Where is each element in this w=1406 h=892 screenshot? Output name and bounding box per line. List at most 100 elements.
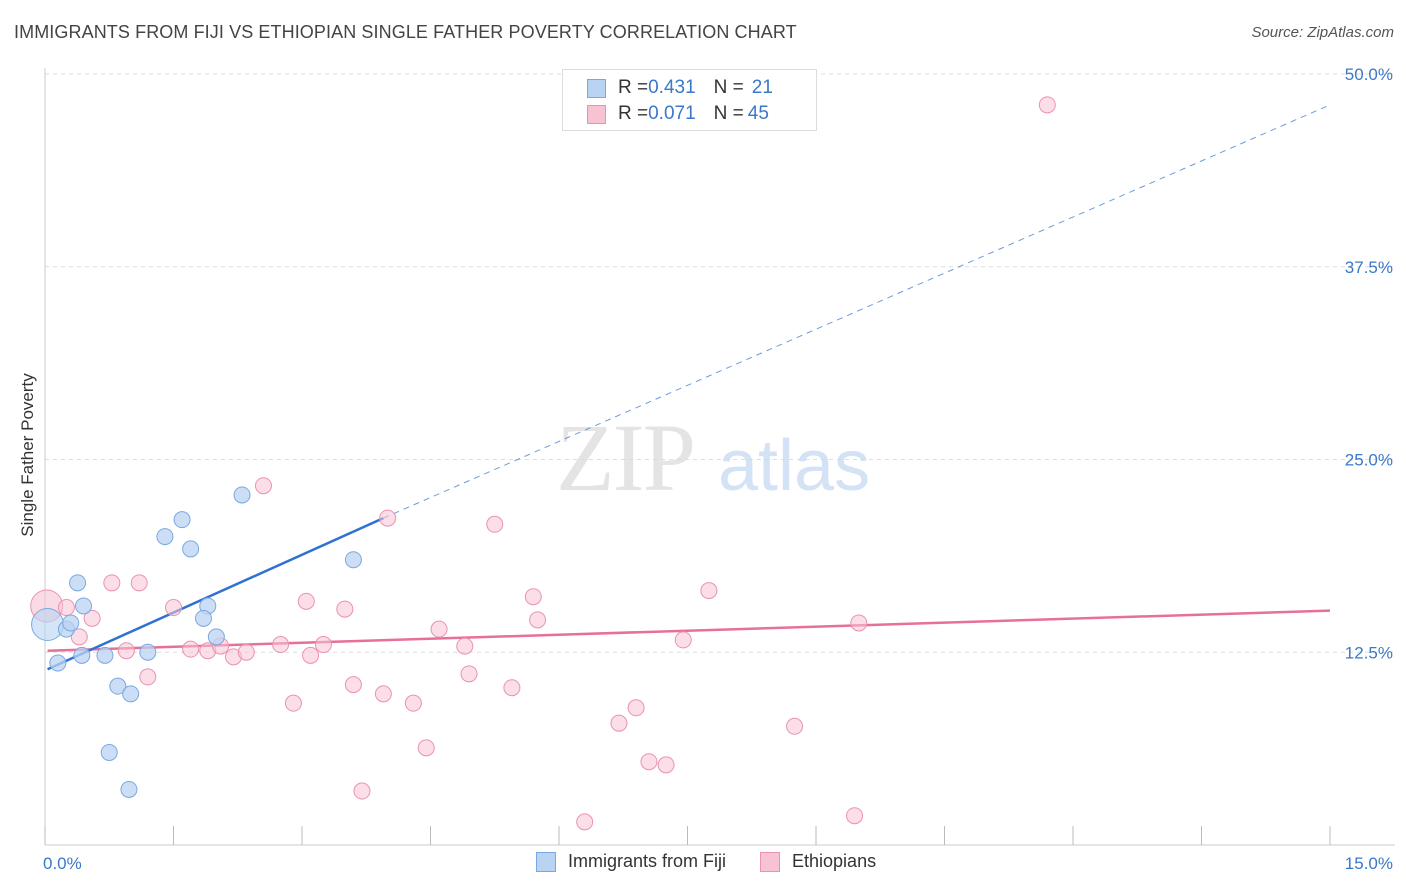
ethiopians-point: [374, 685, 392, 703]
fiji-point: [109, 677, 127, 695]
ethiopians-point: [336, 600, 354, 618]
ethiopians-point: [576, 813, 594, 831]
series-legend: Immigrants from Fiji Ethiopians: [536, 851, 910, 872]
watermark-zip: ZIP: [556, 404, 694, 511]
ethiopians-point: [700, 582, 718, 600]
fiji-point: [194, 609, 212, 627]
ethiopians-point: [460, 665, 478, 683]
ethiopians-point: [529, 611, 547, 629]
ethiopians-point: [486, 515, 504, 533]
y-tick-label: 12.5%: [1345, 643, 1393, 662]
ethiopians-point: [503, 679, 521, 697]
x-tick-label: 0.0%: [43, 854, 82, 873]
ethiopians-point: [524, 588, 542, 606]
n-value: 21: [751, 77, 773, 98]
ethiopians-point: [417, 739, 435, 757]
ethiopians-point: [297, 592, 315, 610]
ethiopians-point: [404, 694, 422, 712]
fiji-point: [233, 486, 251, 504]
legend-row-ethiopians: R = 0.071 N = 45: [587, 101, 769, 127]
fiji-point: [182, 540, 200, 558]
ethiopians-point: [640, 753, 658, 771]
source-label: Source: ZipAtlas.com: [1251, 24, 1394, 41]
fiji-trend-line: [47, 516, 384, 671]
y-tick-label: 37.5%: [1345, 258, 1393, 277]
tick-labels: 12.5% 25.0% 37.5% 50.0% 0.0% 15.0%: [43, 65, 1393, 873]
ethiopians-point: [846, 807, 864, 825]
ethiopians-point: [430, 620, 448, 638]
ethiopians-point: [850, 614, 868, 632]
ethiopians-point: [57, 599, 75, 617]
ethiopians-point: [657, 756, 675, 774]
fiji-point: [344, 551, 362, 569]
ethiopians-point: [344, 676, 362, 694]
ethiopians-point: [83, 609, 101, 627]
r-label: R =: [618, 77, 649, 98]
ethiopians-point: [456, 637, 474, 655]
legend-row-fiji: R = 0.431 N = 21: [587, 75, 773, 101]
ethiopians-point: [117, 642, 135, 660]
ethiopians-swatch: [760, 851, 781, 872]
n-label: N =: [713, 77, 744, 98]
ethiopians-point: [786, 717, 804, 735]
ethiopians-point: [353, 782, 371, 800]
legend-item-fiji[interactable]: Immigrants from Fiji: [536, 851, 726, 872]
y-axis-title: Single Father Poverty: [18, 373, 37, 537]
fiji-swatch: [587, 78, 606, 98]
legend-label: Ethiopians: [792, 851, 877, 871]
fiji-point: [100, 743, 118, 761]
legend-label: Immigrants from Fiji: [568, 851, 727, 871]
ethiopians-point: [610, 714, 628, 732]
grid-lines: [45, 73, 1395, 653]
ethiopians-point: [284, 694, 302, 712]
fiji-point: [31, 607, 65, 641]
ethiopians-point: [139, 668, 157, 686]
fiji-point: [173, 511, 191, 529]
fiji-point: [207, 628, 225, 646]
r-value: 0.431: [648, 77, 696, 98]
fiji-point: [139, 643, 157, 661]
fiji-point: [120, 780, 138, 798]
fiji-point: [122, 685, 140, 703]
fiji-point: [73, 646, 91, 664]
legend-item-ethiopians[interactable]: Ethiopians: [760, 851, 876, 872]
fiji-point: [96, 646, 114, 664]
fiji-point: [62, 614, 80, 632]
fiji-point: [75, 597, 93, 615]
r-value: 0.071: [648, 103, 696, 124]
ethiopians-point: [674, 631, 692, 649]
ethiopians-point: [237, 643, 255, 661]
ethiopians-point: [182, 640, 200, 658]
ethiopians-point: [165, 599, 182, 617]
ethiopians-swatch: [587, 104, 606, 124]
watermark-atlas: atlas: [718, 426, 870, 506]
trend-lines: [47, 104, 1331, 671]
correlation-legend: R = 0.431 N = 21 R = 0.071 N = 45: [562, 69, 817, 131]
y-tick-label: 50.0%: [1345, 65, 1393, 84]
fiji-trend-extension: [383, 104, 1331, 519]
n-value: 45: [747, 103, 769, 124]
ethiopians-trend-line: [47, 609, 1331, 652]
fiji-point: [49, 654, 67, 672]
x-tick-label: 15.0%: [1345, 854, 1393, 873]
axes: [44, 68, 1395, 846]
ethiopians-point: [70, 628, 88, 646]
ethiopians-point: [130, 574, 148, 592]
n-label: N =: [713, 103, 744, 124]
r-label: R =: [618, 103, 649, 124]
chart-title: IMMIGRANTS FROM FIJI VS ETHIOPIAN SINGLE…: [14, 22, 797, 42]
ethiopians-point: [272, 636, 290, 654]
ethiopians-point: [379, 509, 397, 527]
fiji-point: [156, 528, 174, 546]
ethiopians-point: [314, 636, 332, 654]
watermark: ZIP atlas: [556, 404, 870, 511]
data-points: [30, 96, 1056, 831]
ethiopians-point: [254, 477, 272, 495]
ethiopians-point: [103, 574, 121, 592]
ethiopians-point: [627, 699, 645, 717]
y-tick-label: 25.0%: [1345, 451, 1393, 470]
fiji-point: [69, 574, 87, 592]
ethiopians-point: [302, 646, 320, 664]
fiji-swatch: [536, 851, 556, 872]
